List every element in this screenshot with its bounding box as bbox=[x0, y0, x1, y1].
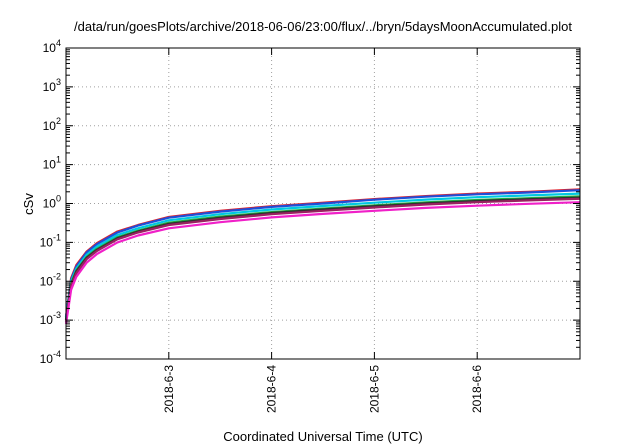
chart-title: /data/run/goesPlots/archive/2018-06-06/2… bbox=[74, 19, 572, 34]
x-tick-label: 2018-6-6 bbox=[470, 365, 484, 413]
series-line bbox=[64, 189, 581, 318]
y-tick-labels: 10-4 10-3 10-2 10-1 100 101 102 103 104 bbox=[40, 38, 61, 366]
series-line bbox=[64, 197, 581, 323]
series-line bbox=[64, 196, 581, 321]
y-tick-label: 10-3 bbox=[40, 310, 61, 327]
x-tick-labels: 2018-6-3 2018-6-4 2018-6-5 2018-6-6 bbox=[162, 365, 484, 413]
x-tick-label: 2018-6-3 bbox=[162, 365, 176, 413]
y-tick-label: 101 bbox=[43, 155, 61, 172]
y-tick-label: 103 bbox=[43, 77, 61, 94]
x-tick-label: 2018-6-4 bbox=[265, 365, 279, 413]
series-layer bbox=[64, 188, 581, 325]
x-axis-label: Coordinated Universal Time (UTC) bbox=[223, 429, 422, 444]
x-tick-label: 2018-6-5 bbox=[367, 365, 381, 413]
y-tick-label: 100 bbox=[43, 194, 61, 211]
y-axis-label: cSv bbox=[21, 193, 36, 215]
tick-layer bbox=[66, 47, 580, 360]
y-tick-label: 10-2 bbox=[40, 271, 61, 288]
y-tick-label: 102 bbox=[43, 116, 61, 133]
series-line bbox=[64, 201, 581, 325]
y-tick-label: 10-4 bbox=[40, 349, 61, 366]
y-tick-label: 104 bbox=[43, 38, 61, 55]
y-tick-label: 10-1 bbox=[40, 232, 61, 249]
series-line bbox=[64, 192, 581, 319]
